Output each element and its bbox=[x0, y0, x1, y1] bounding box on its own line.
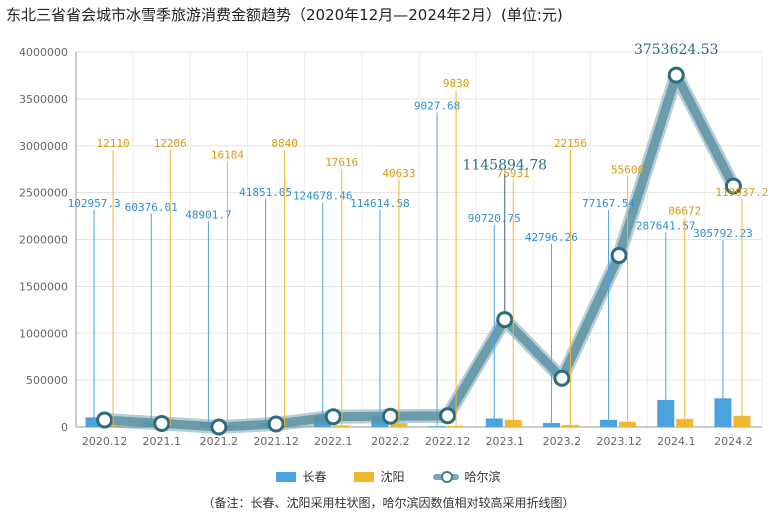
bar-value-label: 55600 bbox=[611, 163, 644, 176]
bar-shenyang bbox=[447, 426, 465, 427]
bar-changchun bbox=[485, 418, 503, 427]
bar-value-label: 12206 bbox=[154, 137, 187, 150]
bar-value-label: 119937.2 bbox=[715, 186, 768, 199]
y-tick-label: 2500000 bbox=[19, 187, 68, 200]
bar-value-label: 42796.26 bbox=[525, 231, 578, 244]
bar-value-label: 287641.57 bbox=[636, 220, 696, 233]
bar-shenyang bbox=[104, 425, 122, 427]
y-tick-label: 4000000 bbox=[19, 46, 68, 59]
legend-label-changchun: 长春 bbox=[302, 470, 327, 484]
x-tick-label: 2022.1 bbox=[314, 435, 353, 448]
bar-changchun bbox=[600, 419, 618, 427]
bar-value-label: 9027.68 bbox=[414, 100, 460, 113]
marker-harbin bbox=[553, 369, 571, 387]
bar-value-label: 12110 bbox=[97, 137, 130, 150]
y-tick-label: 3500000 bbox=[19, 93, 68, 106]
legend-item-changchun[interactable]: 长春 bbox=[276, 468, 326, 485]
marker-harbin bbox=[267, 415, 285, 433]
bar-shenyang bbox=[619, 421, 637, 427]
x-tick-label: 2021.1 bbox=[143, 435, 182, 448]
legend-label-harbin: 哈尔滨 bbox=[464, 470, 501, 484]
x-tick-label: 2023.2 bbox=[543, 435, 582, 448]
chart-title: 东北三省省会城市冰雪季旅游消费金额趋势（2020年12月—2024年2月）(单位… bbox=[6, 6, 563, 24]
y-tick-label: 1000000 bbox=[19, 327, 68, 340]
bar-value-label: 77167.54 bbox=[582, 197, 635, 210]
legend: 长春 沈阳 哈尔滨 bbox=[0, 468, 777, 485]
x-tick-label: 2024.1 bbox=[657, 435, 696, 448]
bar-shenyang bbox=[676, 418, 694, 427]
bar-shenyang bbox=[333, 425, 351, 427]
marker-harbin bbox=[324, 408, 342, 426]
marker-harbin bbox=[610, 246, 628, 264]
legend-swatch-harbin bbox=[432, 470, 459, 483]
legend-item-shenyang[interactable]: 沈阳 bbox=[354, 468, 405, 485]
marker-harbin bbox=[210, 418, 228, 436]
bar-value-label: 48901.7 bbox=[185, 208, 231, 221]
bar-shenyang bbox=[390, 423, 408, 427]
legend-label-shenyang: 沈阳 bbox=[380, 470, 405, 484]
bar-value-label: 8840 bbox=[271, 137, 298, 150]
x-tick-label: 2021.2 bbox=[200, 435, 239, 448]
line-harbin bbox=[100, 70, 738, 432]
footnote: （备注：长春、沈阳采用柱状图，哈尔滨因数值相对较高采用折线图） bbox=[202, 496, 575, 510]
bar-value-label: 16184 bbox=[211, 148, 244, 161]
data-labels: 102957.3 60376.01 48901.7 41851.05 124678.46… bbox=[68, 42, 768, 427]
bar-shenyang bbox=[733, 415, 751, 427]
x-tick-label: 2020.12 bbox=[82, 435, 128, 448]
y-tick-label: 500000 bbox=[26, 374, 68, 387]
marker-harbin bbox=[439, 407, 457, 425]
x-tick-label: 2023.12 bbox=[596, 435, 642, 448]
marker-harbin bbox=[667, 66, 685, 84]
bar-shenyang bbox=[561, 424, 579, 427]
bar-changchun bbox=[542, 422, 560, 427]
legend-item-harbin[interactable]: 哈尔滨 bbox=[432, 468, 501, 485]
x-tick-label: 2022.12 bbox=[425, 435, 471, 448]
x-tick-label: 2023.1 bbox=[486, 435, 525, 448]
marker-harbin bbox=[496, 311, 514, 329]
bar-value-label: 90720.75 bbox=[468, 212, 521, 225]
bar-value-label: 114614.58 bbox=[350, 197, 410, 210]
bar-value-label: 102957.3 bbox=[68, 197, 121, 210]
bar-changchun bbox=[714, 398, 732, 427]
line-series bbox=[96, 66, 742, 436]
bar-changchun bbox=[657, 400, 675, 427]
bar-value-label: 305792.23 bbox=[693, 227, 753, 240]
legend-swatch-shenyang bbox=[354, 471, 375, 482]
x-tick-label: 2022.2 bbox=[371, 435, 410, 448]
y-tick-label: 0 bbox=[61, 421, 68, 434]
bar-value-label: 124678.46 bbox=[293, 190, 353, 203]
line-value-label: 3753624.53 bbox=[634, 42, 719, 58]
marker-harbin bbox=[381, 407, 399, 425]
x-tick-label: 2024.2 bbox=[714, 435, 753, 448]
bar-shenyang bbox=[504, 419, 522, 427]
axes: 0 500000 1000000 1500000 2000000 2500000 30000… bbox=[19, 46, 762, 448]
y-tick-label: 3000000 bbox=[19, 140, 68, 153]
marker-harbin bbox=[96, 411, 114, 429]
bar-value-label: 40633 bbox=[382, 167, 415, 180]
x-tick-label: 2021.12 bbox=[253, 435, 299, 448]
bar-changchun bbox=[85, 417, 103, 427]
marker-harbin bbox=[724, 177, 742, 195]
bar-changchun bbox=[371, 416, 389, 427]
y-tick-label: 2000000 bbox=[19, 234, 68, 247]
bar-value-label: 41851.05 bbox=[239, 186, 292, 199]
bar-value-label: 17616 bbox=[325, 156, 358, 169]
y-tick-label: 1500000 bbox=[19, 280, 68, 293]
line-value-label: 1145894.78 bbox=[462, 158, 547, 174]
bar-changchun bbox=[428, 426, 446, 427]
legend-swatch-changchun bbox=[276, 471, 297, 482]
bar-value-label: 86672 bbox=[668, 205, 701, 218]
bar-value-label: 9830 bbox=[443, 77, 470, 90]
marker-harbin bbox=[153, 414, 171, 432]
bar-value-label: 60376.01 bbox=[125, 201, 178, 214]
bar-value-label: 22156 bbox=[554, 137, 587, 150]
